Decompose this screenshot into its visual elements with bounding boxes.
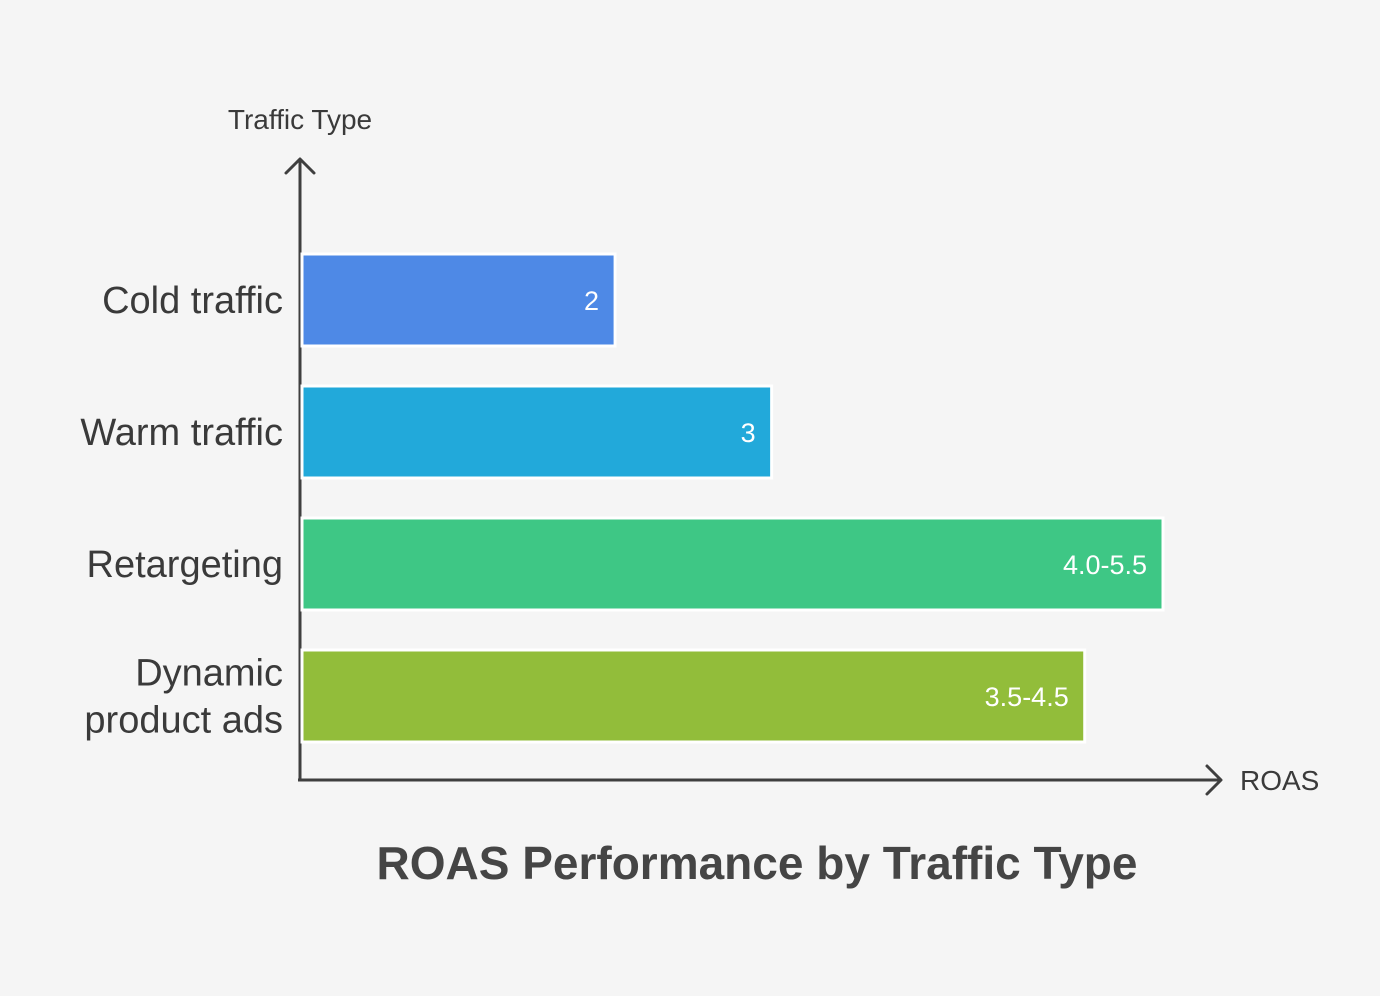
bar-series [300, 252, 1165, 744]
bar-value-label: 3.5-4.5 [985, 682, 1069, 712]
bar-3 [300, 516, 1165, 612]
y-axis-title: Traffic Type [228, 104, 372, 135]
category-label: Dynamic [135, 653, 283, 695]
x-axis-title: ROAS [1240, 765, 1319, 796]
bar-2 [300, 384, 774, 480]
y-axis-arrowhead [284, 157, 316, 175]
category-label: product ads [84, 700, 283, 742]
value-labels: 2 3 4.0-5.5 3.5-4.5 [584, 286, 1147, 712]
category-label: Cold traffic [102, 280, 283, 322]
bar-1 [300, 252, 617, 348]
bar-value-label: 4.0-5.5 [1063, 550, 1147, 580]
category-label: Retargeting [87, 544, 283, 586]
chart-title: ROAS Performance by Traffic Type [377, 837, 1138, 889]
bar-value-label: 2 [584, 286, 599, 316]
category-labels: Cold traffic Warm traffic Retargeting Dynam… [80, 280, 283, 742]
category-label: Warm traffic [80, 412, 283, 454]
bar-value-label: 3 [741, 418, 756, 448]
axes [284, 157, 1223, 796]
x-axis-arrowhead [1205, 764, 1223, 796]
bar-4 [300, 648, 1087, 744]
